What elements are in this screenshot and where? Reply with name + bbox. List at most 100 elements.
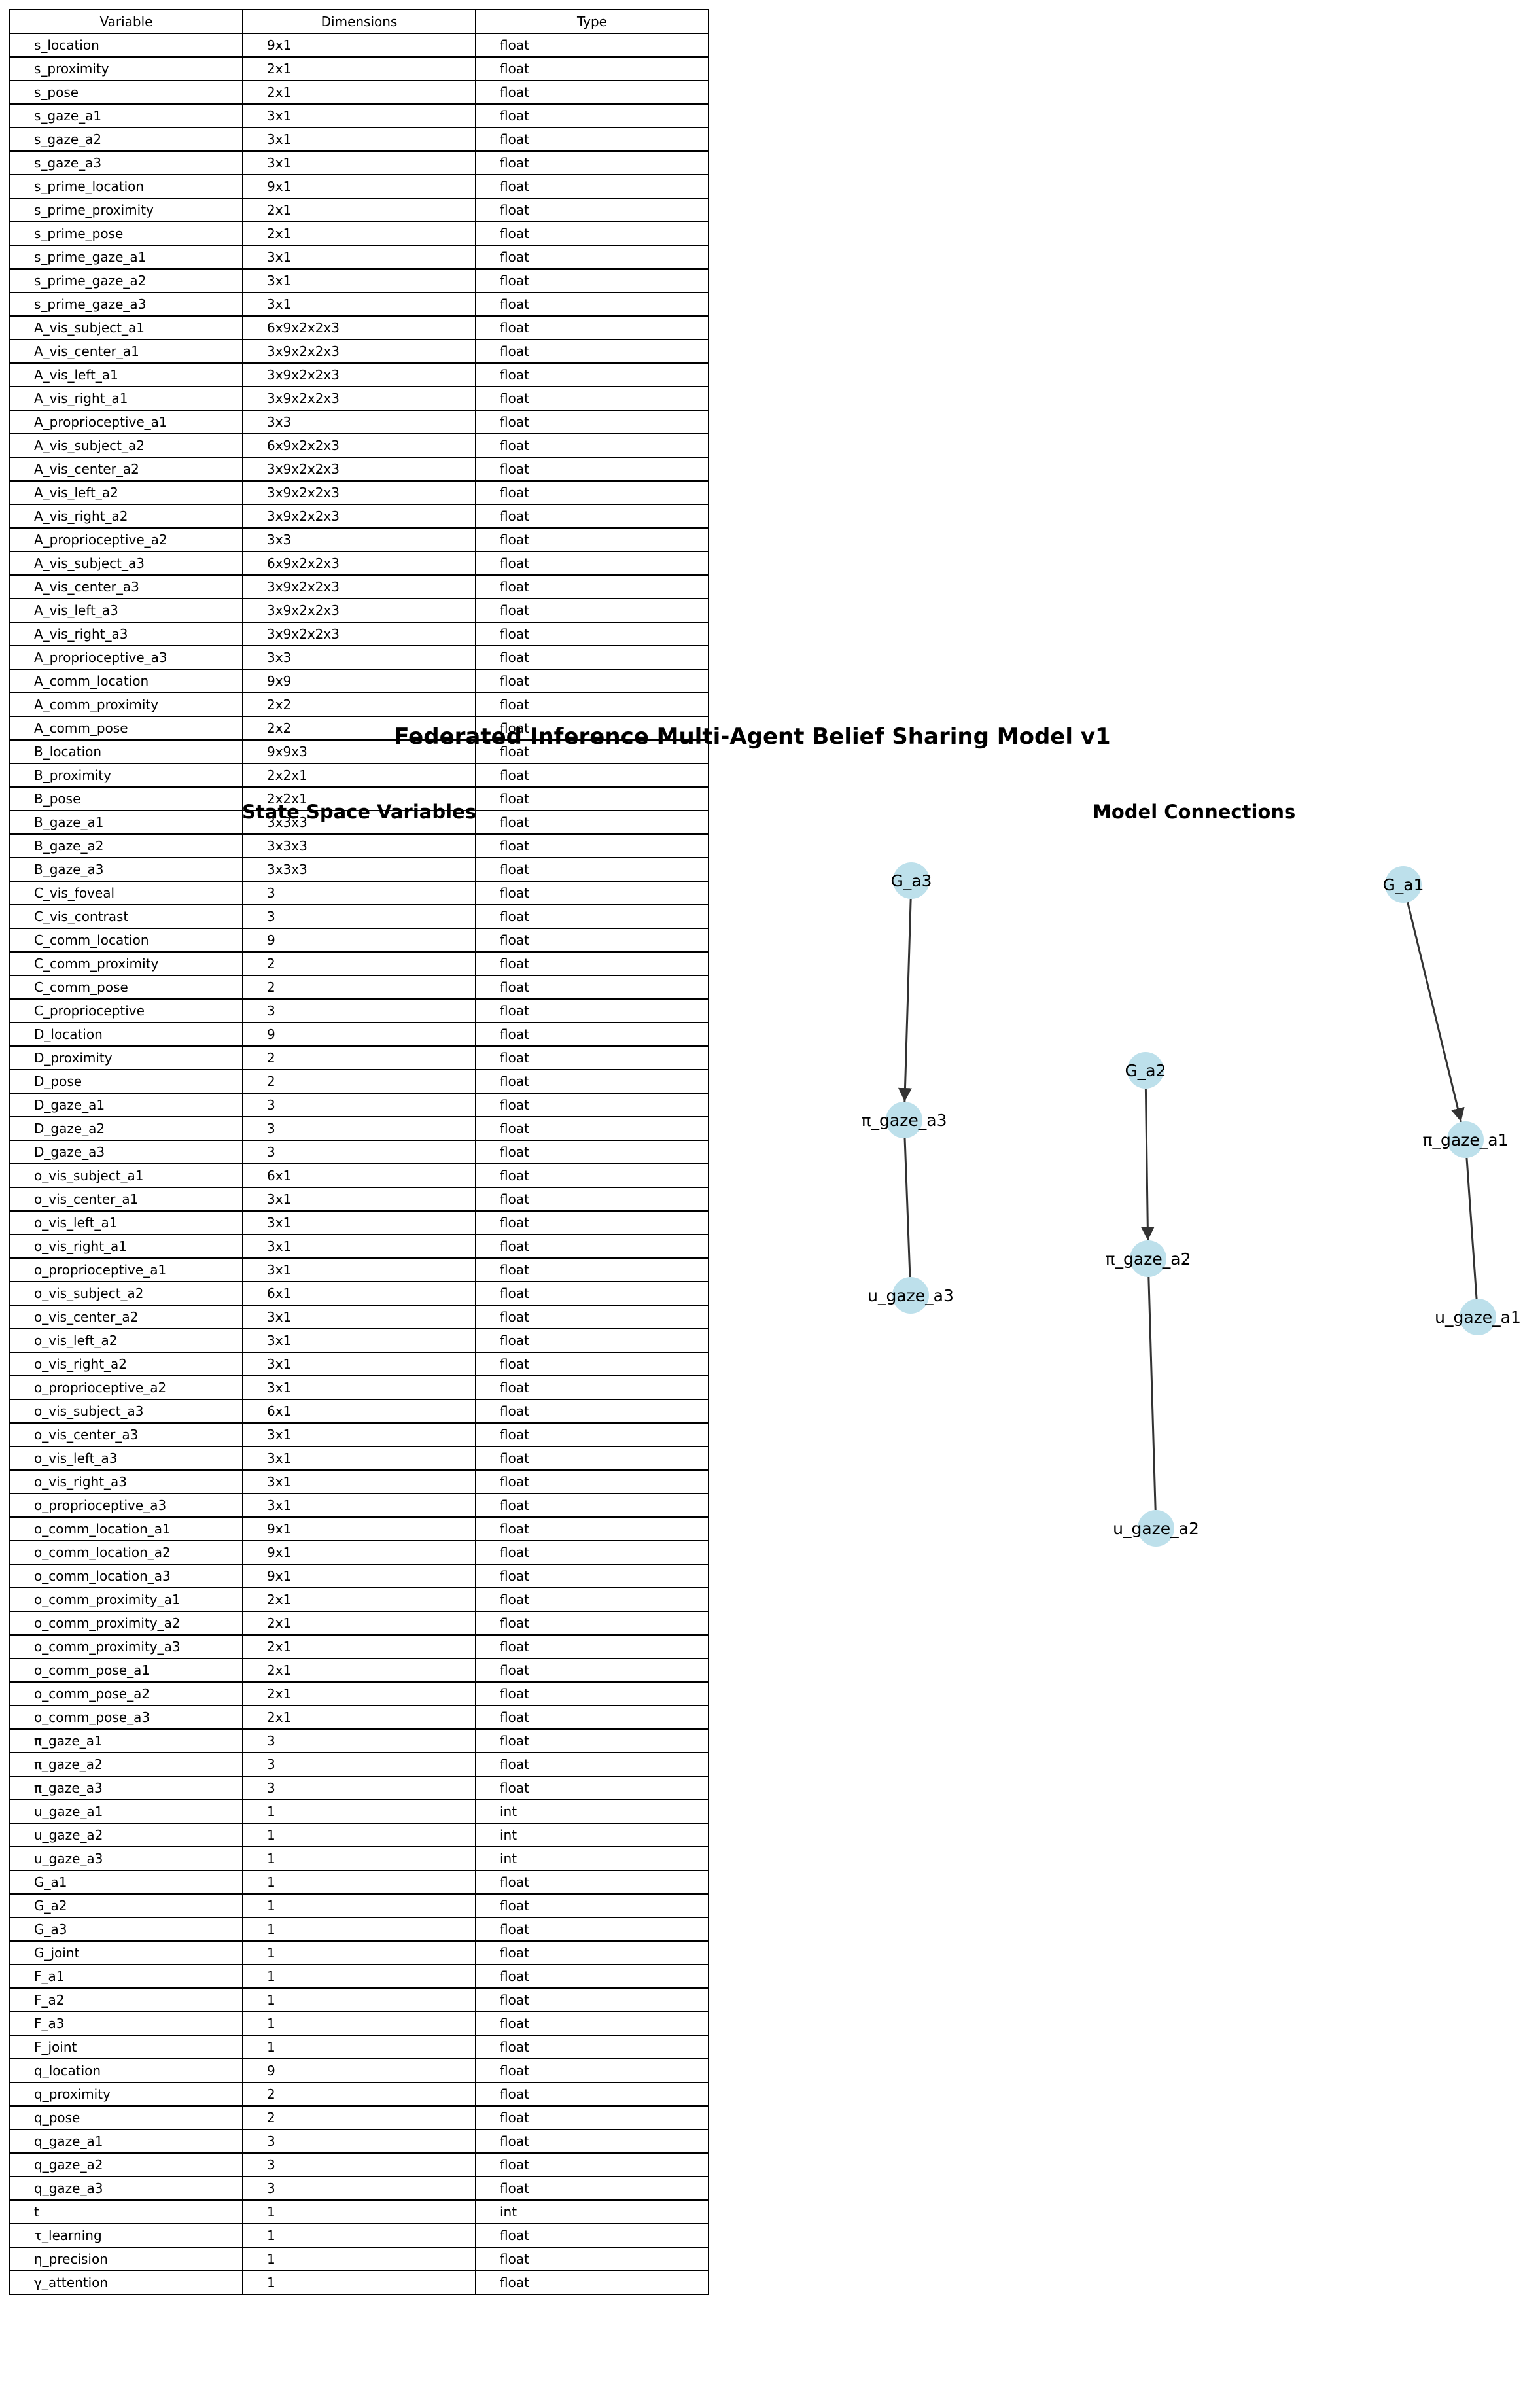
dimensions-cell: 6x9x2x2x3 (242, 315, 476, 340)
variable-cell: u_gaze_a3 (9, 1846, 243, 1871)
table-row: o_proprioceptive_a3 3x1 float (9, 1493, 709, 1518)
table-row: s_prime_location 9x1 float (9, 174, 709, 199)
table-row: u_gaze_a1 1 int (9, 1799, 709, 1824)
variable-cell: B_gaze_a2 (9, 833, 243, 858)
table-row: o_comm_pose_a3 2x1 float (9, 1705, 709, 1730)
variable-cell: C_vis_foveal (9, 881, 243, 905)
variable-cell: A_vis_right_a1 (9, 386, 243, 411)
variable-cell: o_comm_location_a2 (9, 1540, 243, 1565)
type-cell: float (475, 504, 709, 529)
table-row: o_vis_subject_a2 6x1 float (9, 1281, 709, 1306)
table-row: F_a3 1 float (9, 2011, 709, 2036)
dimensions-cell: 3x3x3 (242, 833, 476, 858)
node-label-u_gaze_a1: u_gaze_a1 (1435, 1308, 1521, 1327)
table-row: o_vis_subject_a1 6x1 float (9, 1163, 709, 1188)
dimensions-cell: 1 (242, 1799, 476, 1824)
variable-cell: C_comm_location (9, 928, 243, 953)
dimensions-cell: 2x2x1 (242, 763, 476, 788)
node-u_gaze_a1 (1460, 1299, 1496, 1335)
type-cell: float (475, 2176, 709, 2201)
variable-cell: s_pose (9, 80, 243, 105)
table-row: B_gaze_a1 3x3x3 float (9, 810, 709, 835)
table-row: o_vis_right_a3 3x1 float (9, 1469, 709, 1494)
dimensions-cell: 9 (242, 928, 476, 953)
dimensions-cell: 1 (242, 1940, 476, 1965)
table-row: q_gaze_a2 3 float (9, 2152, 709, 2177)
node-label-pi_gaze_a2: π_gaze_a2 (1106, 1250, 1191, 1269)
table-row: u_gaze_a3 1 int (9, 1846, 709, 1871)
table-row: s_prime_gaze_a3 3x1 float (9, 292, 709, 317)
dimensions-cell: 3x1 (242, 1375, 476, 1400)
table-row: G_a3 1 float (9, 1917, 709, 1942)
table-row: o_proprioceptive_a2 3x1 float (9, 1375, 709, 1400)
node-label-G_a3: G_a3 (890, 871, 932, 890)
table-row: o_comm_location_a2 9x1 float (9, 1540, 709, 1565)
variable-cell: F_joint (9, 2035, 243, 2059)
table-row: q_proximity 2 float (9, 2082, 709, 2107)
variable-cell: A_vis_left_a1 (9, 362, 243, 387)
dimensions-cell: 3x9x2x2x3 (242, 457, 476, 482)
variable-cell: D_pose (9, 1069, 243, 1094)
dimensions-cell: 3 (242, 2152, 476, 2177)
type-cell: float (475, 833, 709, 858)
table-body: s_location 9x1 float s_proximity 2x1 float s_p… (9, 33, 709, 2295)
type-cell: float (475, 127, 709, 152)
type-cell: float (475, 2247, 709, 2271)
edge-G_a1-to-pi_gaze_a1 (1407, 902, 1465, 1123)
dimensions-cell: 2 (242, 2105, 476, 2130)
dimensions-cell: 3x1 (242, 268, 476, 293)
type-cell: float (475, 1964, 709, 1989)
table-row: A_vis_subject_a3 6x9x2x2x3 float (9, 551, 709, 576)
dimensions-cell: 2x1 (242, 1705, 476, 1730)
variable-cell: o_proprioceptive_a1 (9, 1257, 243, 1282)
dimensions-cell: 3x1 (242, 150, 476, 175)
dimensions-cell: 3 (242, 1728, 476, 1753)
table-row: q_gaze_a3 3 float (9, 2176, 709, 2201)
table-row: s_location 9x1 float (9, 33, 709, 58)
variable-cell: o_proprioceptive_a2 (9, 1375, 243, 1400)
dimensions-cell: 3x9x2x2x3 (242, 574, 476, 599)
type-cell: float (475, 1234, 709, 1259)
dimensions-cell: 1 (242, 2223, 476, 2248)
state-space-table: Variable Dimensions Type s_location 9x1 fl… (9, 9, 709, 2295)
variable-cell: o_comm_pose_a1 (9, 1658, 243, 1683)
type-cell: float (475, 622, 709, 646)
edge-pi_gaze_a2-to-u_gaze_a2 (1147, 1276, 1157, 1511)
edge-pi_gaze_a1-to-u_gaze_a1 (1465, 1157, 1478, 1299)
variable-cell: A_proprioceptive_a3 (9, 645, 243, 670)
type-cell: int (475, 1846, 709, 1871)
node-label-u_gaze_a3: u_gaze_a3 (867, 1286, 954, 1305)
table-row: C_vis_contrast 3 float (9, 904, 709, 929)
table-row: B_location 9x9x3 float (9, 739, 709, 764)
type-cell: float (475, 2129, 709, 2154)
table-row: A_vis_right_a2 3x9x2x2x3 float (9, 504, 709, 529)
table-row: u_gaze_a2 1 int (9, 1823, 709, 1847)
dimensions-cell: 2x1 (242, 56, 476, 81)
dimensions-cell: 3x3 (242, 645, 476, 670)
type-cell: float (475, 951, 709, 976)
dimensions-cell: 3x1 (242, 103, 476, 128)
variable-cell: G_joint (9, 1940, 243, 1965)
table-row: A_vis_left_a3 3x9x2x2x3 float (9, 598, 709, 623)
dimensions-cell: 1 (242, 1893, 476, 1918)
variable-cell: s_gaze_a1 (9, 103, 243, 128)
type-cell: float (475, 2011, 709, 2036)
dimensions-cell: 3x1 (242, 1469, 476, 1494)
table-row: A_comm_proximity 2x2 float (9, 692, 709, 717)
type-cell: float (475, 1611, 709, 1636)
type-cell: float (475, 80, 709, 105)
variable-cell: π_gaze_a1 (9, 1728, 243, 1753)
dimensions-cell: 2 (242, 2082, 476, 2107)
graph-nodes: G_a3 π_gaze_a3 u_gaze_a3 G_a2 π_gaze_a2 u_gaz… (862, 862, 1521, 1547)
table-row: D_location 9 float (9, 1022, 709, 1047)
table-row: B_gaze_a2 3x3x3 float (9, 833, 709, 858)
variable-cell: q_proximity (9, 2082, 243, 2107)
variable-cell: o_vis_right_a3 (9, 1469, 243, 1494)
variable-cell: π_gaze_a3 (9, 1776, 243, 1800)
table-row: s_proximity 2x1 float (9, 56, 709, 81)
table-row: t 1 int (9, 2199, 709, 2224)
table-row: A_vis_right_a3 3x9x2x2x3 float (9, 622, 709, 646)
variable-cell: q_gaze_a2 (9, 2152, 243, 2177)
type-cell: float (475, 763, 709, 788)
dimensions-cell: 9x1 (242, 1564, 476, 1588)
